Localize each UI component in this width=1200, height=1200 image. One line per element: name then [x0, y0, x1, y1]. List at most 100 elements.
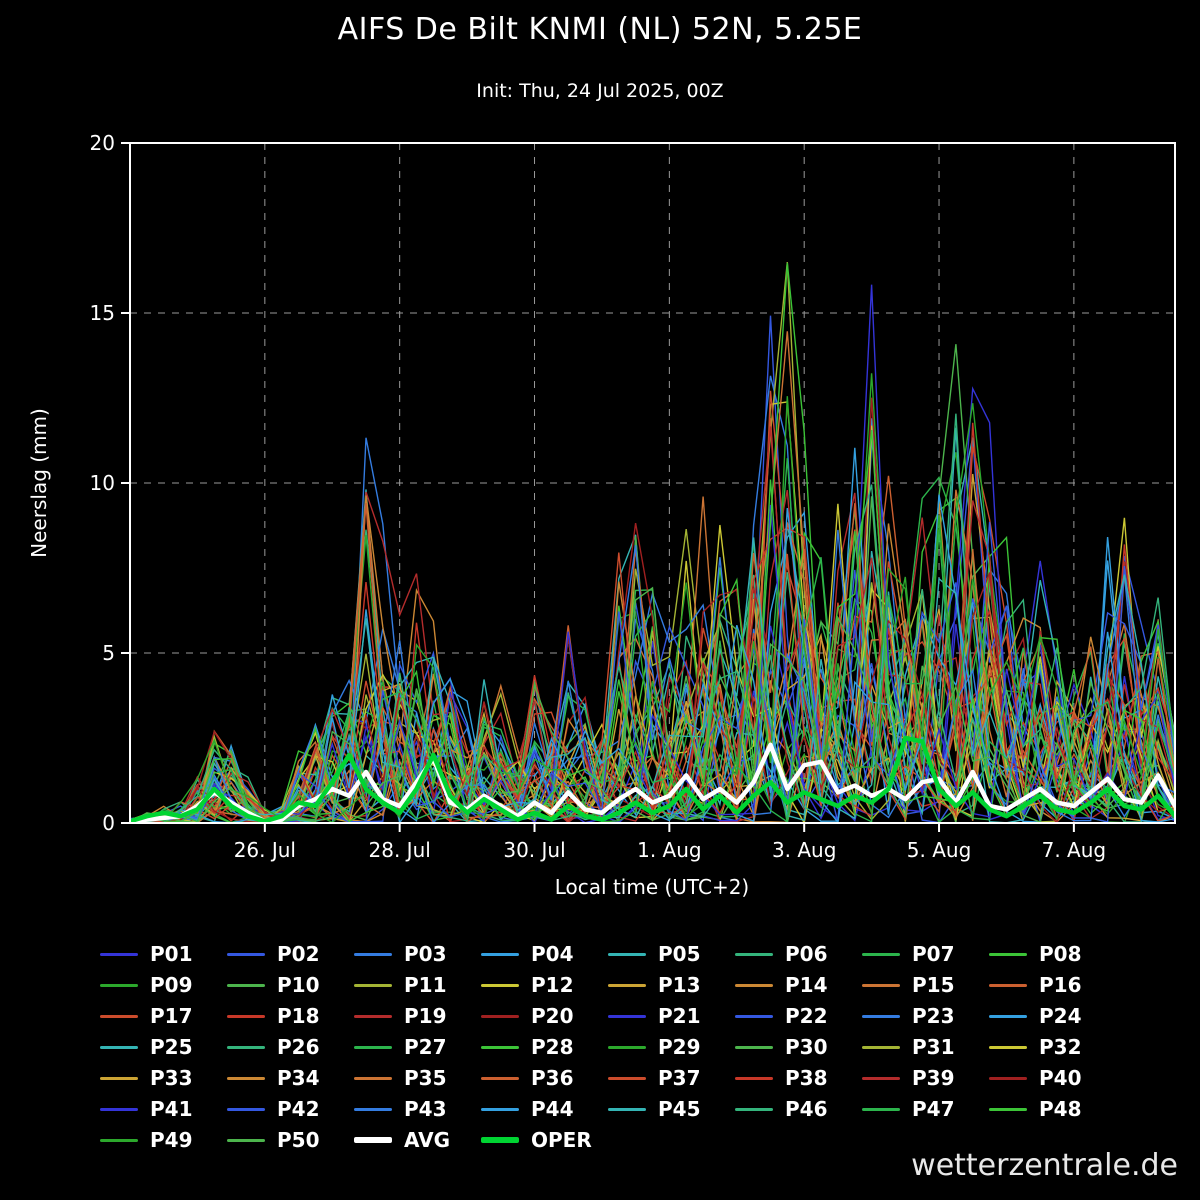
legend-item-p24: P24 — [989, 1004, 1116, 1028]
legend-label: P27 — [404, 1035, 447, 1059]
legend-label: P16 — [1039, 973, 1082, 997]
legend-label: P01 — [150, 942, 193, 966]
legend-item-p35: P35 — [354, 1066, 481, 1090]
legend-item-p12: P12 — [481, 973, 608, 997]
legend-label: P28 — [531, 1035, 574, 1059]
legend-swatch-p40 — [989, 1076, 1027, 1080]
legend-item-p31: P31 — [862, 1035, 989, 1059]
legend-item-p11: P11 — [354, 973, 481, 997]
legend-label: P24 — [1039, 1004, 1082, 1028]
x-tick-label: 7. Aug — [1042, 838, 1107, 862]
x-tick-label: 26. Jul — [234, 838, 296, 862]
legend-item-p10: P10 — [227, 973, 354, 997]
legend-swatch-p10 — [227, 983, 265, 987]
legend-swatch-p13 — [608, 983, 646, 987]
legend-label: P29 — [658, 1035, 701, 1059]
legend-swatch-p31 — [862, 1045, 900, 1049]
legend-label: P14 — [785, 973, 828, 997]
y-tick-label: 10 — [90, 471, 115, 495]
legend-swatch-p37 — [608, 1076, 646, 1080]
legend-item-p49: P49 — [100, 1128, 227, 1152]
legend-label: P50 — [277, 1128, 320, 1152]
legend: P01 P02 P03 P04 P05 P06 P07 P08 P09 P10 P11 P12 P13 P… — [100, 942, 1130, 1152]
legend-label: P44 — [531, 1097, 574, 1121]
legend-item-p27: P27 — [354, 1035, 481, 1059]
series-P46 — [130, 484, 1175, 823]
legend-item-p40: P40 — [989, 1066, 1116, 1090]
series-P43 — [130, 529, 1175, 823]
legend-item-p20: P20 — [481, 1004, 608, 1028]
legend-label: P23 — [912, 1004, 955, 1028]
precip-ensemble-chart: 0 5 10 15 20 26. Jul 28. Jul 30. Jul 1. Aug 3. Au… — [27, 131, 1176, 899]
legend-item-p37: P37 — [608, 1066, 735, 1090]
chart-title: AIFS De Bilt KNMI (NL) 52N, 5.25E — [337, 12, 863, 47]
legend-item-p46: P46 — [735, 1097, 862, 1121]
legend-swatch-p36 — [481, 1076, 519, 1080]
legend-item-p43: P43 — [354, 1097, 481, 1121]
series-P49 — [130, 396, 1175, 823]
legend-swatch-p43 — [354, 1107, 392, 1111]
legend-label: P12 — [531, 973, 574, 997]
legend-swatch-p06 — [735, 952, 773, 956]
legend-label: P10 — [277, 973, 320, 997]
legend-label: P42 — [277, 1097, 320, 1121]
legend-item-p19: P19 — [354, 1004, 481, 1028]
legend-label: P45 — [658, 1097, 701, 1121]
legend-item-p07: P07 — [862, 942, 989, 966]
legend-item-avg: AVG — [354, 1128, 481, 1152]
legend-swatch-p48 — [989, 1107, 1027, 1111]
series-P42 — [130, 521, 1175, 823]
y-tick-label: 15 — [90, 301, 115, 325]
legend-label: P43 — [404, 1097, 447, 1121]
legend-label: P31 — [912, 1035, 955, 1059]
legend-label: P13 — [658, 973, 701, 997]
series-P48 — [130, 262, 1175, 823]
legend-item-p30: P30 — [735, 1035, 862, 1059]
legend-swatch-oper — [481, 1137, 519, 1143]
legend-item-p02: P02 — [227, 942, 354, 966]
legend-item-p41: P41 — [100, 1097, 227, 1121]
legend-item-p38: P38 — [735, 1066, 862, 1090]
legend-item-p26: P26 — [227, 1035, 354, 1059]
legend-label: P06 — [785, 942, 828, 966]
legend-swatch-p02 — [227, 952, 265, 956]
legend-swatch-p26 — [227, 1045, 265, 1049]
legend-label: AVG — [404, 1128, 451, 1152]
legend-swatch-p16 — [989, 983, 1027, 987]
legend-swatch-p47 — [862, 1107, 900, 1111]
legend-swatch-p39 — [862, 1076, 900, 1080]
y-tick-label: 20 — [90, 131, 115, 155]
legend-label: P46 — [785, 1097, 828, 1121]
legend-swatch-p35 — [354, 1076, 392, 1080]
legend-swatch-p29 — [608, 1045, 646, 1049]
legend-item-p39: P39 — [862, 1066, 989, 1090]
legend-label: P21 — [658, 1004, 701, 1028]
legend-item-p50: P50 — [227, 1128, 354, 1152]
legend-item-p09: P09 — [100, 973, 227, 997]
legend-label: P22 — [785, 1004, 828, 1028]
legend-item-p29: P29 — [608, 1035, 735, 1059]
legend-item-p34: P34 — [227, 1066, 354, 1090]
legend-item-p23: P23 — [862, 1004, 989, 1028]
legend-item-p04: P04 — [481, 942, 608, 966]
legend-swatch-p33 — [100, 1076, 138, 1080]
legend-label: P19 — [404, 1004, 447, 1028]
legend-item-p28: P28 — [481, 1035, 608, 1059]
legend-label: P03 — [404, 942, 447, 966]
legend-swatch-p25 — [100, 1045, 138, 1049]
legend-label: P11 — [404, 973, 447, 997]
legend-item-p01: P01 — [100, 942, 227, 966]
legend-label: P35 — [404, 1066, 447, 1090]
legend-label: P36 — [531, 1066, 574, 1090]
x-tick-label: 3. Aug — [772, 838, 837, 862]
legend-item-p08: P08 — [989, 942, 1116, 966]
legend-swatch-p14 — [735, 983, 773, 987]
legend-label: P38 — [785, 1066, 828, 1090]
legend-swatch-p17 — [100, 1014, 138, 1018]
legend-item-p03: P03 — [354, 942, 481, 966]
legend-label: P39 — [912, 1066, 955, 1090]
legend-label: P41 — [150, 1097, 193, 1121]
legend-swatch-p05 — [608, 952, 646, 956]
legend-label: P40 — [1039, 1066, 1082, 1090]
legend-swatch-p04 — [481, 952, 519, 956]
